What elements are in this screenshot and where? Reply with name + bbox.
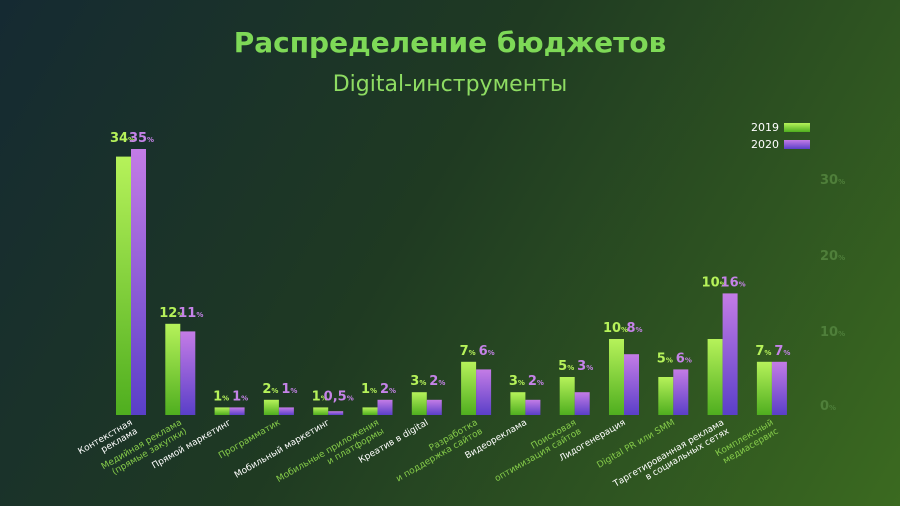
value-label-2020: 11% [178, 306, 203, 321]
bar-2019 [165, 323, 181, 415]
bar-2020 [229, 407, 245, 415]
bar-2019 [362, 407, 378, 415]
value-label-2019: 5% [558, 359, 574, 374]
value-label-2020: 6% [676, 351, 692, 366]
bar-2019 [609, 339, 624, 415]
bar-2019 [756, 361, 772, 415]
value-label-2020: 35% [129, 131, 154, 146]
bar-2019 [510, 392, 526, 415]
value-label-2019: 3% [410, 374, 426, 389]
bar-2019 [461, 361, 477, 415]
y-axis: 0% 10% 20% 30% [820, 173, 845, 414]
value-label-2020: 2% [380, 382, 396, 397]
bar-2019 [214, 407, 230, 415]
value-label-2020: 6% [479, 344, 495, 359]
bar-2019 [707, 339, 723, 415]
value-label-2019: 3% [509, 374, 525, 389]
bar-2020 [771, 361, 787, 415]
value-label-2019: 7% [755, 344, 771, 359]
legend-label: 2019 [751, 121, 779, 134]
bar-2020 [131, 149, 146, 415]
value-label-2019: 10% [603, 321, 628, 336]
legend: 2019 2020 [751, 121, 810, 151]
y-tick-label: 30% [820, 173, 845, 188]
value-label-2020: 1% [232, 389, 248, 404]
legend-swatch [784, 140, 810, 149]
bar-2020 [377, 399, 393, 415]
value-label-2020: 1% [281, 382, 297, 397]
value-label-2020: 0,5% [324, 389, 354, 404]
bar-2019 [263, 399, 279, 415]
value-label-2019: 1% [213, 389, 229, 404]
value-label-2019: 1% [361, 382, 377, 397]
bars [116, 149, 787, 415]
value-label-2019: 2% [262, 382, 278, 397]
legend-label: 2020 [751, 138, 779, 151]
bar-2020 [476, 369, 492, 415]
y-tick-label: 0% [820, 399, 836, 414]
bar-2020 [426, 399, 442, 415]
chart-subtitle: Digital-инструменты [332, 72, 568, 97]
bar-2020 [180, 331, 196, 415]
bar-2019 [658, 377, 674, 415]
bar-2019 [411, 392, 427, 415]
value-label-2020: 16% [721, 275, 746, 290]
bar-2020 [673, 369, 689, 415]
value-label-2020: 2% [528, 374, 544, 389]
value-label-2020: 7% [774, 344, 790, 359]
bar-2020 [574, 392, 590, 415]
value-label-2019: 5% [657, 351, 673, 366]
value-label-2020: 3% [577, 359, 593, 374]
bar-2020 [328, 411, 344, 415]
value-label-2020: 8% [626, 321, 642, 336]
value-label-2020: 2% [429, 374, 445, 389]
bar-2020 [722, 293, 738, 415]
y-tick-label: 20% [820, 249, 845, 264]
value-labels: 34%35%12%11%1% 1%2% 1% 1%0,5%1% 2%3% 2%7% 6%3%… [110, 131, 790, 404]
bar-2019 [313, 407, 329, 415]
value-label-2019: 7% [460, 344, 476, 359]
legend-swatch [784, 123, 810, 132]
y-tick-label: 10% [820, 325, 845, 340]
bar-2019 [559, 377, 575, 415]
bar-2020 [278, 407, 294, 415]
bar-2020 [624, 354, 639, 415]
chart-title: Распределение бюджетов [233, 26, 667, 59]
bar-2020 [525, 399, 541, 415]
bar-2019 [116, 156, 131, 415]
